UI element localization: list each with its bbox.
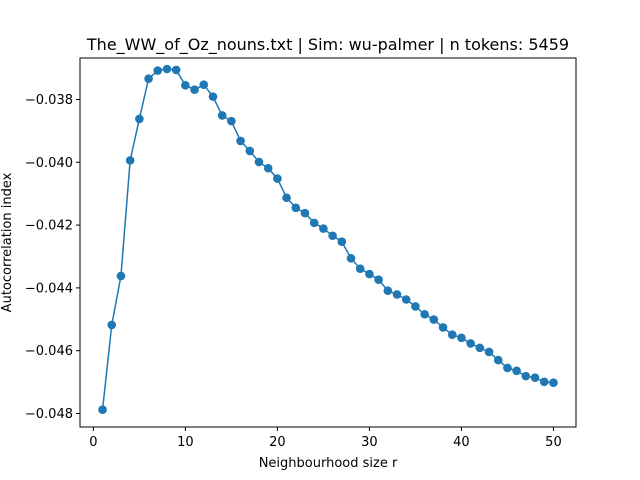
x-tick-label: 20 xyxy=(269,435,286,450)
data-point xyxy=(466,339,475,348)
data-point xyxy=(273,174,282,183)
x-tick-label: 50 xyxy=(545,435,562,450)
y-tick-label: −0.048 xyxy=(25,407,73,422)
y-tick-label: −0.038 xyxy=(25,93,73,108)
x-tick-label: 40 xyxy=(453,435,470,450)
y-tick-label: −0.044 xyxy=(25,281,73,296)
data-point xyxy=(171,65,181,75)
data-point xyxy=(457,333,466,343)
data-point xyxy=(181,81,190,90)
data-point xyxy=(309,218,319,228)
data-point xyxy=(199,80,209,89)
data-point xyxy=(144,74,153,84)
data-point xyxy=(319,224,328,233)
data-point xyxy=(484,347,494,357)
x-axis-label: Neighbourhood size r xyxy=(259,456,398,471)
axis-ticks: 0 10 20 30 40 50 −0.048 −0.046 −0.044 −0.042 −0.04… xyxy=(25,93,562,450)
data-point xyxy=(98,405,107,415)
data-point xyxy=(503,363,512,373)
y-tick-label: −0.046 xyxy=(25,344,73,359)
data-point xyxy=(392,290,402,299)
x-tick-label: 0 xyxy=(89,435,97,450)
data-point xyxy=(447,330,457,339)
data-point xyxy=(282,193,291,203)
y-tick-label: −0.040 xyxy=(25,156,73,171)
data-point xyxy=(401,295,411,304)
data-point xyxy=(346,254,356,263)
data-point xyxy=(411,302,420,311)
data-point xyxy=(530,373,540,382)
y-tick-label: −0.042 xyxy=(25,219,73,234)
series-markers xyxy=(98,64,558,415)
data-point xyxy=(116,271,126,281)
data-point xyxy=(208,92,218,101)
data-point xyxy=(254,157,264,167)
data-point xyxy=(190,85,199,95)
data-point xyxy=(429,315,439,324)
data-point xyxy=(374,275,383,285)
data-point xyxy=(125,156,135,165)
data-point xyxy=(236,136,245,146)
data-point xyxy=(549,378,558,388)
plot-area xyxy=(80,58,576,427)
data-point xyxy=(337,237,347,247)
data-point xyxy=(300,208,310,218)
data-point xyxy=(420,309,429,319)
data-point xyxy=(328,231,337,241)
data-point xyxy=(227,116,236,126)
plot-frame xyxy=(79,57,577,428)
x-tick-label: 30 xyxy=(361,435,378,450)
data-point xyxy=(153,66,163,75)
data-point xyxy=(107,320,117,330)
data-point xyxy=(383,286,393,296)
data-point xyxy=(365,269,374,279)
data-point xyxy=(475,343,485,353)
data-point xyxy=(512,366,521,376)
data-point xyxy=(291,203,301,213)
x-tick-label: 10 xyxy=(177,435,194,450)
y-axis-label: Autocorrelation index xyxy=(0,172,15,312)
data-point xyxy=(135,114,144,124)
data-point xyxy=(521,371,531,381)
data-point xyxy=(438,323,448,332)
data-point xyxy=(263,163,273,173)
data-point xyxy=(162,64,172,74)
chart-title: The_WW_of_Oz_nouns.txt | Sim: wu-palmer … xyxy=(86,35,569,55)
data-point xyxy=(217,111,227,120)
data-point xyxy=(493,355,503,365)
data-point xyxy=(355,264,365,274)
data-point xyxy=(539,377,549,387)
data-point xyxy=(245,146,255,156)
